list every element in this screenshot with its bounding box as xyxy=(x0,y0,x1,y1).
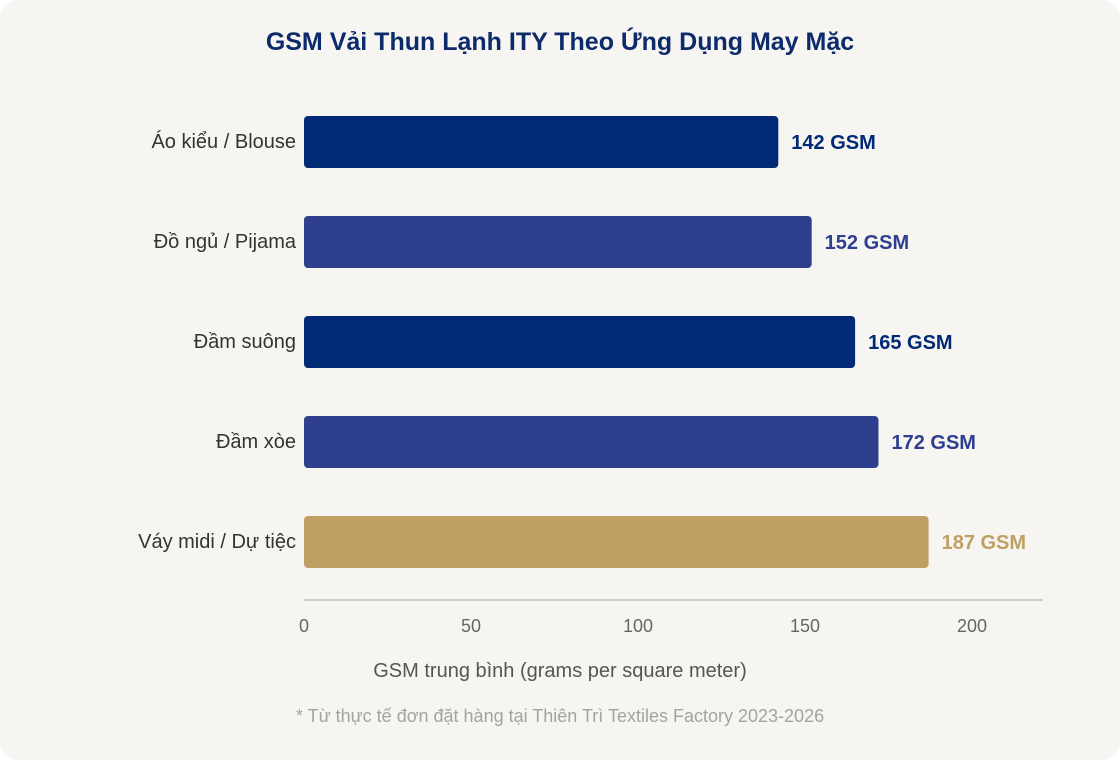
bar xyxy=(304,216,812,268)
chart-title: GSM Vải Thun Lạnh ITY Theo Ứng Dụng May … xyxy=(265,28,855,56)
category-label: Đầm xòe xyxy=(216,431,296,453)
x-tick-label: 150 xyxy=(790,616,820,636)
bar xyxy=(304,516,929,568)
footnote: * Từ thực tế đơn đặt hàng tại Thiên Trì … xyxy=(295,706,825,726)
category-label: Váy midi / Dự tiệc xyxy=(138,531,296,553)
x-tick-label: 50 xyxy=(461,616,481,636)
x-tick-label: 0 xyxy=(299,616,309,636)
category-label: Đầm suông xyxy=(194,331,296,353)
x-axis-label: GSM trung bình (grams per square meter) xyxy=(373,660,747,682)
data-label: 172 GSM xyxy=(891,432,975,454)
data-label: 152 GSM xyxy=(825,232,909,254)
category-label: Áo kiểu / Blouse xyxy=(151,130,296,153)
category-label: Đồ ngủ / Pijama xyxy=(154,231,297,253)
data-label: 165 GSM xyxy=(868,332,952,354)
bar xyxy=(304,416,879,468)
bar xyxy=(304,116,779,168)
data-label: 142 GSM xyxy=(791,132,875,154)
x-tick-label: 100 xyxy=(623,616,653,636)
x-tick-label: 200 xyxy=(957,616,987,636)
bar xyxy=(304,316,856,368)
data-label: 187 GSM xyxy=(942,532,1026,554)
